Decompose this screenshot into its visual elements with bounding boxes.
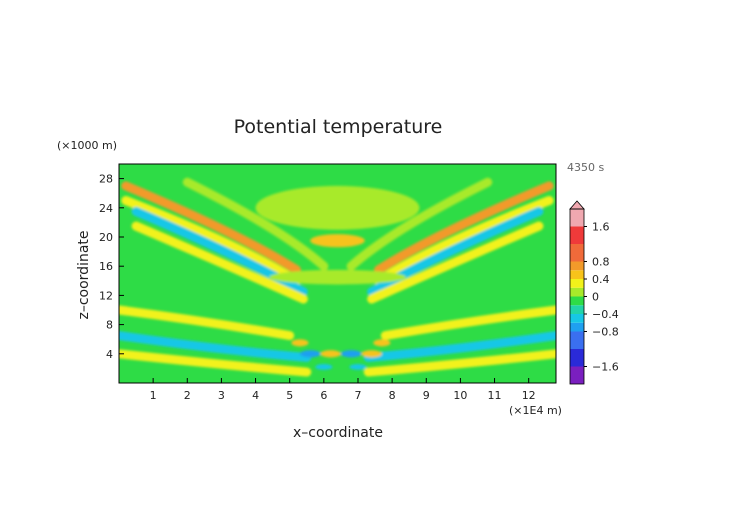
x-axis: 1 2 3 4 5 6 7 8 9 10 11 12 [150,378,536,402]
colorbar-swatch [570,226,584,244]
heatmap-blob-18 [255,185,420,230]
x-tick-label: 11 [488,389,502,402]
heatmap-blob-22 [340,350,362,358]
plot-frame [118,163,557,384]
colorbar-tick-label: 0.4 [592,273,610,286]
colorbar-swatch [570,322,584,332]
time-label: 4350 s [567,161,604,174]
colorbar-swatch [570,305,584,314]
heatmap-band-14 [380,305,556,341]
heatmap-blob-23 [361,350,382,358]
heatmap-field [119,177,556,377]
heatmap-band-12 [119,331,312,362]
heatmap-band-3 [131,206,308,297]
x-tick-label: 6 [320,389,327,402]
heatmap-blob-17 [310,234,365,248]
x-unit-label: (×1E4 m) [509,404,562,417]
y-tick-label: 28 [99,173,113,186]
colorbar-swatch [570,296,584,306]
heatmap-band-7 [373,196,554,286]
colorbar-tick-label: 1.6 [592,221,610,234]
x-tick-label: 7 [354,389,361,402]
colorbar: 1.6 0.8 0.4 0 −0.4 −0.8 −1.6 [569,200,619,385]
x-tick-label: 12 [522,389,536,402]
heatmap-blob-20 [299,350,321,358]
heatmap-blob-24 [291,339,309,347]
colorbar-swatch [570,209,584,227]
heatmap-band-6 [373,181,554,275]
heatmap-blob-25 [373,339,391,347]
x-tick-label: 5 [286,389,293,402]
chart-title: Potential temperature [234,116,443,138]
heatmap-band-2 [121,196,302,286]
colorbar-tick-label: −0.8 [592,326,619,339]
x-tick-label: 2 [184,389,191,402]
x-axis-label: x–coordinate [293,425,383,441]
x-tick-label: 10 [453,389,467,402]
colorbar-overflow-arrow [569,200,585,210]
colorbar-swatch [570,270,584,279]
heatmap-band-4 [131,221,308,304]
heatmap-band-1 [121,181,302,275]
colorbar-tick-label: −0.4 [592,308,619,321]
y-axis-label: z–coordinate [76,230,92,319]
heatmap-band-15 [363,331,556,362]
colorbar-swatch [570,349,584,367]
heatmap-band-5 [182,177,329,271]
y-unit-label: (×1000 m) [57,139,117,152]
y-tick-label: 8 [106,319,113,332]
y-tick-label: 4 [106,348,113,361]
colorbar-swatch [570,287,584,297]
y-tick-label: 24 [99,202,113,215]
heatmap-band-16 [363,349,556,377]
heatmap-band-13 [119,349,312,377]
x-tick-label: 9 [423,389,430,402]
heatmap-blob-21 [320,350,341,358]
y-tick-label: 12 [99,289,113,302]
x-tick-label: 8 [389,389,396,402]
heatmap-blob-27 [349,364,367,370]
colorbar-swatch [570,314,584,323]
x-tick-label: 3 [218,389,225,402]
colorbar-swatch [570,331,584,349]
y-tick-label: 20 [99,231,113,244]
y-axis: 4 8 12 16 20 24 28 [99,173,124,361]
heatmap-band-10 [346,177,493,271]
x-tick-label: 1 [150,389,157,402]
y-tick-label: 16 [99,260,113,273]
x-tick-label: 4 [252,389,259,402]
colorbar-swatch [570,366,584,384]
colorbar-tick-label: 0 [592,291,599,304]
heatmap-band-9 [367,221,544,304]
colorbar-swatch [570,244,584,262]
colorbar-tick-label: −1.6 [592,361,619,374]
heatmap-band-11 [119,305,295,341]
heatmap-band-8 [367,206,544,297]
colorbar-swatch [570,279,584,288]
colorbar-swatch [570,261,584,271]
colorbar-tick-label: 0.8 [592,256,610,269]
heatmap-blob-26 [315,364,333,370]
heatmap-blob-19 [269,269,406,285]
